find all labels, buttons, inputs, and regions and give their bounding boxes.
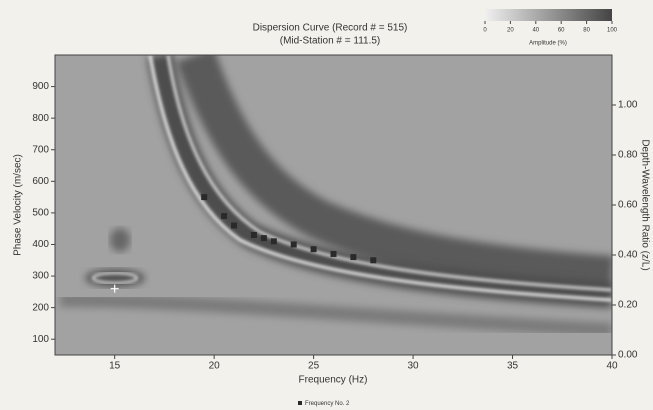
y-tick-label: 400: [32, 239, 49, 250]
y2-tick-label: 0.40: [618, 250, 638, 261]
y-tick-label: 100: [32, 334, 49, 345]
colorbar-tick-label: 80: [583, 28, 590, 34]
legend-swatch: [298, 401, 302, 405]
colorbar-label: Amplitude (%): [529, 41, 567, 47]
picked-point: [331, 251, 337, 257]
x-tick-label: 25: [308, 361, 320, 372]
y2-axis-label: Depth-Wavelength Ratio (z/L): [639, 139, 650, 270]
y-tick-label: 800: [32, 113, 49, 124]
x-tick-label: 30: [408, 361, 420, 372]
picked-point: [350, 254, 356, 260]
y-tick-label: 700: [32, 144, 49, 155]
y2-tick-label: 0.00: [618, 350, 638, 361]
chart-title: Dispersion Curve (Record # = 515): [253, 23, 408, 34]
colorbar-tick-label: 0: [483, 28, 487, 34]
chart-subtitle: (Mid-Station # = 111.5): [280, 36, 381, 47]
picked-point: [251, 232, 257, 238]
picked-point: [231, 223, 237, 229]
picked-point: [201, 194, 207, 200]
picked-point: [311, 246, 317, 252]
x-tick-label: 40: [606, 361, 618, 372]
colorbar-tick-label: 100: [607, 28, 618, 34]
legend-label: Frequency No. 2: [305, 401, 350, 407]
picked-point: [271, 238, 277, 244]
colorbar-tick-label: 20: [507, 28, 514, 34]
colorbar-tick-label: 60: [558, 28, 565, 34]
y2-tick-label: 0.80: [618, 150, 638, 161]
x-axis-label: Frequency (Hz): [299, 375, 368, 386]
y2-tick-label: 1.00: [618, 100, 638, 111]
y-axis-label: Phase Velocity (m/sec): [13, 154, 24, 256]
x-tick-label: 35: [507, 361, 519, 372]
picked-point: [291, 241, 297, 247]
y-tick-label: 600: [32, 176, 49, 187]
picked-point: [221, 213, 227, 219]
colorbar-tick-label: 40: [532, 28, 539, 34]
picked-point: [261, 235, 267, 241]
y-tick-label: 500: [32, 208, 49, 219]
colorbar: [485, 9, 612, 21]
y-tick-label: 900: [32, 81, 49, 92]
x-tick-label: 20: [209, 361, 221, 372]
x-tick-label: 15: [109, 361, 121, 372]
y-tick-label: 300: [32, 271, 49, 282]
picked-point: [370, 257, 376, 263]
dispersion-image: [55, 55, 612, 355]
y2-tick-label: 0.60: [618, 200, 638, 211]
y-tick-label: 200: [32, 302, 49, 313]
y2-tick-label: 0.20: [618, 300, 638, 311]
chart: Dispersion Curve (Record # = 515) (Mid-S…: [0, 0, 653, 410]
